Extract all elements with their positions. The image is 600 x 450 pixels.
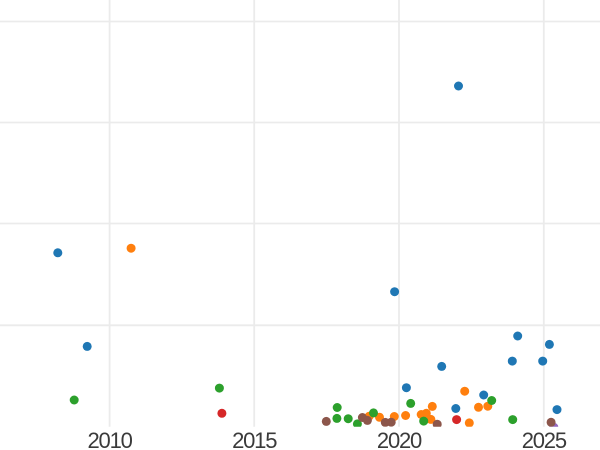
svg-text:2015: 2015 bbox=[232, 428, 277, 450]
svg-text:2020: 2020 bbox=[377, 428, 422, 450]
svg-text:2010: 2010 bbox=[88, 428, 133, 450]
svg-text:2025: 2025 bbox=[522, 428, 567, 450]
